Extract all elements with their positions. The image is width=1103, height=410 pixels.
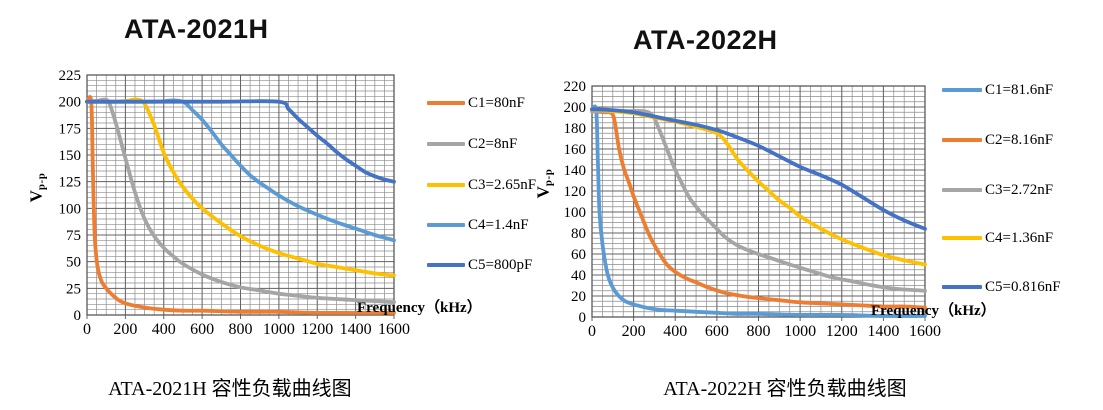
y-tick-label: 175 bbox=[59, 121, 82, 137]
y-tick-label: 40 bbox=[571, 268, 586, 284]
legend-label: C3=2.72nF bbox=[985, 181, 1054, 198]
y-tick-label: 0 bbox=[579, 310, 587, 326]
y-tick-label: 200 bbox=[564, 100, 587, 116]
legend-label: C4=1.4nF bbox=[468, 216, 529, 233]
legend-label: C2=8nF bbox=[468, 135, 518, 152]
plot-border bbox=[591, 85, 926, 318]
y-tick-label: 200 bbox=[59, 95, 82, 111]
chart1-y-axis-title: Vp-p bbox=[26, 172, 48, 203]
x-tick-label: 1600 bbox=[378, 321, 410, 338]
series-line-C3 bbox=[590, 108, 927, 293]
x-tick-label: 200 bbox=[113, 321, 137, 338]
x-tick-label: 1600 bbox=[909, 323, 941, 340]
legend-item-C4: C4=1.36nF bbox=[942, 228, 1053, 248]
chart2-y-axis-title: Vp-p bbox=[533, 168, 555, 199]
legend-label: C3=2.65nF bbox=[468, 176, 537, 193]
legend-line-swatch bbox=[427, 101, 465, 105]
chart2-plot-area: 0 200 400 600 800 1000 1200 1400 1600 0 20 40 60 80 10… bbox=[564, 79, 942, 340]
x-tick-label: 1200 bbox=[301, 321, 333, 338]
x-tick-label: 1000 bbox=[263, 321, 295, 338]
x-tick-label: 400 bbox=[663, 323, 687, 340]
y-tick-label: 100 bbox=[564, 205, 587, 221]
plot-border bbox=[86, 74, 395, 316]
y-tick-label: 0 bbox=[74, 308, 82, 324]
legend-label: C2=8.16nF bbox=[985, 131, 1054, 148]
y-tick-label: 20 bbox=[571, 289, 586, 305]
series-line-C2 bbox=[590, 109, 927, 310]
chart2-title: ATA-2022H bbox=[633, 25, 778, 55]
y-tick-label: 25 bbox=[66, 281, 81, 297]
legend-line-swatch bbox=[942, 138, 982, 142]
y-tick-label: 75 bbox=[66, 228, 81, 244]
x-tick-label: 200 bbox=[622, 323, 646, 340]
series-line-C1 bbox=[590, 104, 927, 318]
series-line-C5 bbox=[85, 99, 396, 184]
legend-line-swatch bbox=[427, 223, 465, 227]
chart1-x-axis-title: Frequency（kHz） bbox=[357, 300, 482, 316]
legend-line-swatch bbox=[942, 188, 982, 192]
y-tick-label: 120 bbox=[564, 184, 587, 200]
chart2-caption: ATA-2022H 容性负载曲线图 bbox=[663, 378, 907, 400]
legend-item-C1: C1=80nF bbox=[427, 93, 525, 113]
x-tick-label: 1400 bbox=[340, 321, 372, 338]
x-tick-label: 0 bbox=[588, 323, 596, 340]
y-tick-label: 50 bbox=[66, 255, 81, 271]
x-tick-label: 800 bbox=[229, 321, 253, 338]
x-tick-label: 1200 bbox=[826, 323, 858, 340]
x-tick-label: 1400 bbox=[867, 323, 899, 340]
y-tick-label: 100 bbox=[59, 201, 82, 217]
legend-line-swatch bbox=[427, 142, 465, 146]
legend-label: C4=1.36nF bbox=[985, 229, 1054, 246]
series-line-C1 bbox=[85, 95, 396, 315]
legend-item-C5: C5=0.816nF bbox=[942, 277, 1061, 297]
y-tick-label: 160 bbox=[564, 142, 587, 158]
series-line-C2 bbox=[85, 97, 396, 305]
legend-item-C3: C3=2.72nF bbox=[942, 180, 1053, 200]
legend-item-C2: C2=8nF bbox=[427, 134, 517, 154]
legend-label: C1=80nF bbox=[468, 94, 525, 111]
legend-line-swatch bbox=[427, 183, 465, 187]
legend-line-swatch bbox=[427, 263, 465, 267]
y-tick-label: 150 bbox=[59, 148, 82, 164]
legend-item-C2: C2=8.16nF bbox=[942, 130, 1053, 150]
x-tick-label: 400 bbox=[152, 321, 176, 338]
legend-line-swatch bbox=[942, 285, 982, 289]
chart1-title: ATA-2021H bbox=[124, 14, 269, 44]
legend-item-C4: C4=1.4nF bbox=[427, 215, 529, 235]
legend-item-C5: C5=800pF bbox=[427, 255, 532, 275]
legend-label: C5=800pF bbox=[468, 256, 533, 273]
x-tick-label: 600 bbox=[190, 321, 214, 338]
x-tick-label: 0 bbox=[83, 321, 91, 338]
x-tick-label: 800 bbox=[747, 323, 771, 340]
chart2-x-axis-title: Frequency（kHz） bbox=[871, 303, 996, 319]
legend-line-swatch bbox=[942, 236, 982, 240]
y-tick-label: 125 bbox=[59, 175, 82, 191]
legend-label: C1=81.6nF bbox=[985, 81, 1054, 98]
chart1-caption: ATA-2021H 容性负载曲线图 bbox=[108, 378, 352, 400]
y-tick-label: 225 bbox=[59, 68, 82, 84]
y-tick-label: 180 bbox=[564, 121, 587, 137]
x-tick-label: 1000 bbox=[784, 323, 816, 340]
chart1-plot-area: 0 200 400 600 800 1000 1200 1400 1600 0 25 50 75 100 1… bbox=[59, 68, 411, 338]
y-tick-label: 220 bbox=[564, 79, 587, 95]
legend-line-swatch bbox=[942, 88, 982, 92]
y-tick-label: 80 bbox=[571, 226, 586, 242]
legend-label: C5=0.816nF bbox=[985, 278, 1061, 295]
y-tick-label: 60 bbox=[571, 247, 586, 263]
x-tick-label: 600 bbox=[705, 323, 729, 340]
series-line-C5 bbox=[590, 107, 927, 231]
legend-item-C3: C3=2.65nF bbox=[427, 175, 536, 195]
legend-item-C1: C1=81.6nF bbox=[942, 80, 1053, 100]
y-tick-label: 140 bbox=[564, 163, 587, 179]
